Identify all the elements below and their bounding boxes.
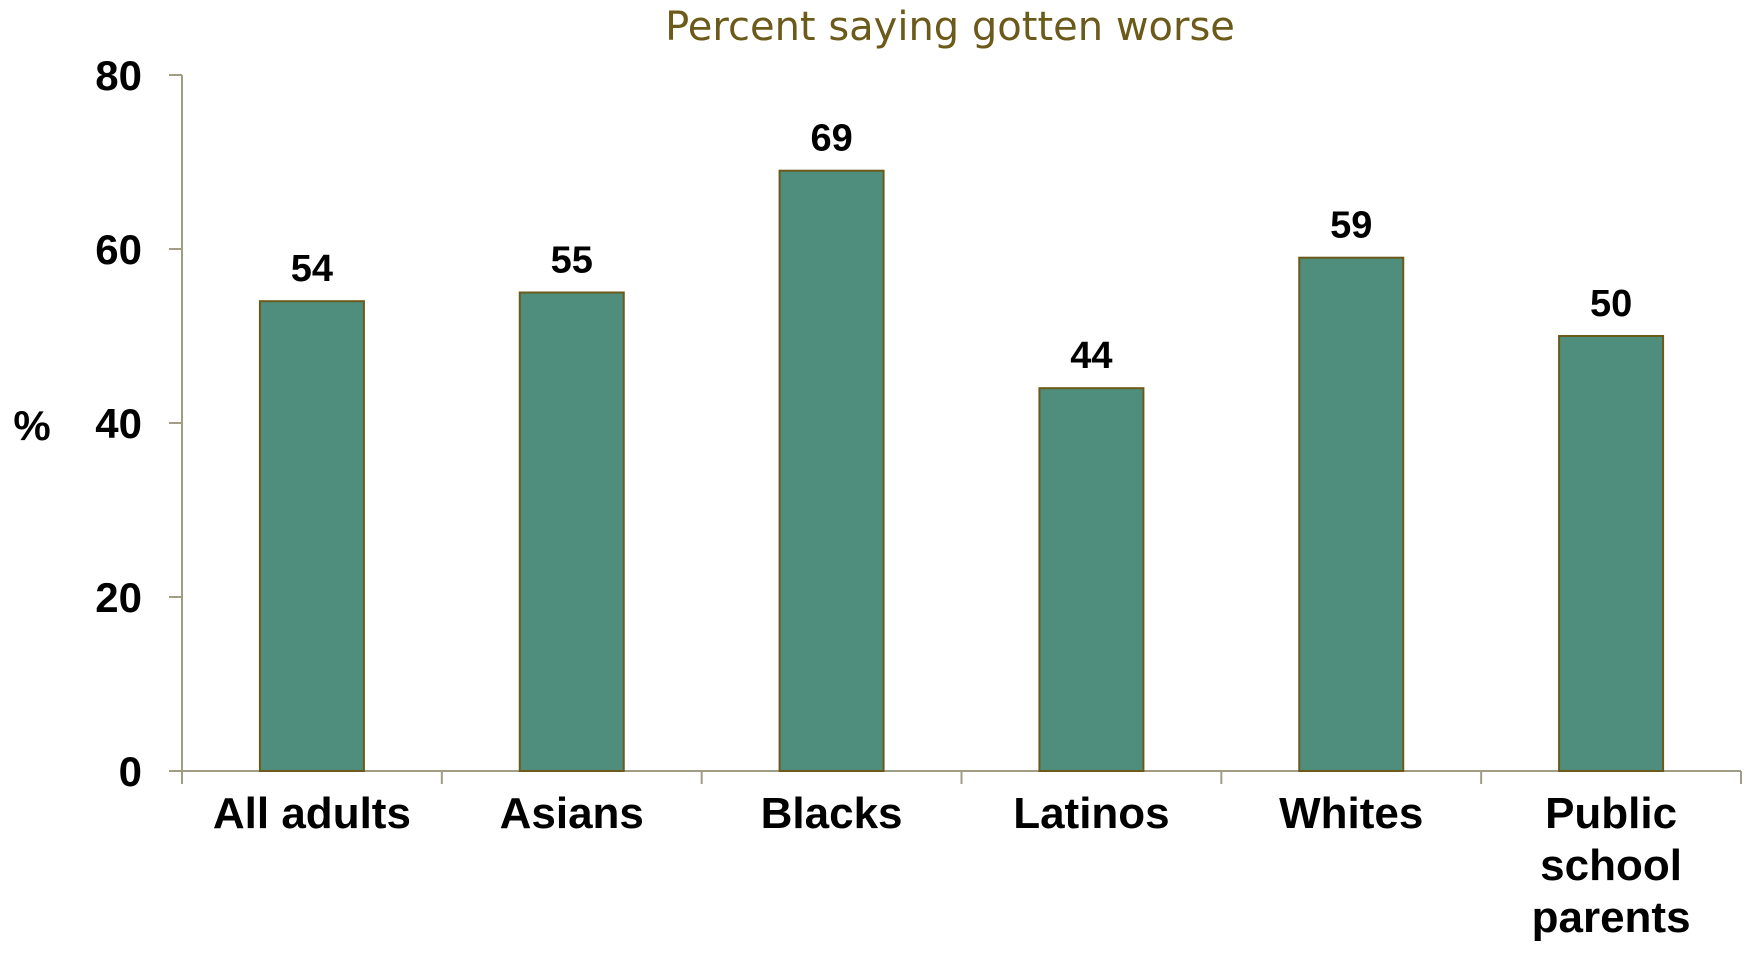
- x-category-label: Asians: [500, 789, 644, 838]
- bar-value-label: 54: [291, 248, 333, 290]
- bar-value-label: 50: [1590, 283, 1632, 325]
- x-category-label: All adults: [213, 789, 411, 838]
- y-tick-label: 0: [119, 748, 142, 795]
- bar-series: [258, 169, 1665, 772]
- y-tick-label: 60: [95, 226, 142, 273]
- bar-value-label: 55: [551, 240, 593, 282]
- bar: [1558, 335, 1665, 772]
- bar: [1038, 387, 1145, 772]
- x-category-label: Latinos: [1013, 789, 1169, 838]
- x-category-label: Whites: [1279, 789, 1423, 838]
- y-axis-ticks: 0 20 40 60 80: [95, 52, 182, 795]
- bar: [258, 300, 365, 772]
- x-category-label: Public school parents: [1532, 789, 1691, 942]
- x-axis-labels: All adults Asians Blacks Latinos Whites Publi…: [213, 789, 1691, 942]
- data-labels: 54 55 69 44 59 50: [291, 118, 1632, 378]
- bar-value-label: 69: [810, 118, 852, 160]
- x-category-label: Blacks: [761, 789, 903, 838]
- chart-title: Percent saying gotten worse: [665, 4, 1235, 50]
- bar: [778, 169, 885, 772]
- y-tick-label: 20: [95, 574, 142, 621]
- bar-value-label: 44: [1070, 335, 1112, 377]
- y-axis-label: %: [13, 402, 50, 449]
- bar: [1298, 256, 1405, 772]
- bar-value-label: 59: [1330, 205, 1372, 247]
- chart-axes: [181, 75, 1742, 784]
- y-tick-label: 80: [95, 52, 142, 99]
- y-tick-label: 40: [95, 400, 142, 447]
- bar: [518, 291, 625, 772]
